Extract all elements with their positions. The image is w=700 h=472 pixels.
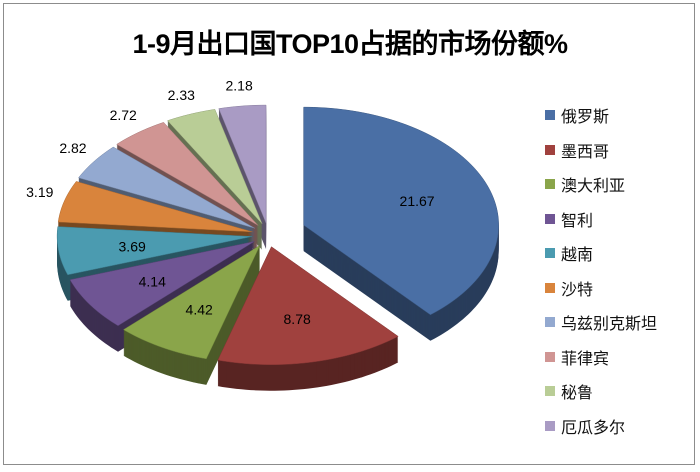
legend-label: 菲律宾: [561, 348, 610, 368]
pie-slice-top: [57, 181, 253, 233]
data-label-4: 3.69: [119, 238, 146, 254]
legend-swatch: [545, 420, 555, 431]
legend-label: 厄瓜多尔: [561, 417, 626, 437]
pie-slice-top: [217, 246, 399, 365]
data-label-0: 21.67: [400, 193, 435, 209]
legend-label: 越南: [561, 245, 594, 265]
legend-swatch: [545, 386, 555, 397]
legend-item: 乌兹别克斯坦: [545, 305, 657, 340]
legend-item: 菲律宾: [545, 340, 657, 375]
pie-slice-top: [218, 104, 267, 224]
pie-slice-top: [56, 226, 253, 276]
pie-slice-top: [116, 122, 259, 226]
legend-item: 智利: [545, 202, 657, 237]
legend-item: 墨西哥: [545, 133, 657, 168]
pie-slice-1: [217, 246, 399, 391]
pie-slice-top: [167, 109, 263, 225]
legend-swatch: [545, 110, 555, 121]
legend-item: 澳大利亚: [545, 167, 657, 202]
legend-label: 智利: [561, 210, 594, 230]
legend-item: 厄瓜多尔: [545, 409, 657, 444]
legend-swatch: [545, 317, 555, 328]
legend-swatch: [545, 282, 555, 293]
chart-frame: [3, 3, 695, 465]
data-label-3: 4.14: [139, 273, 166, 289]
legend-swatch: [545, 248, 555, 259]
pie-slice-0: [303, 106, 499, 341]
pie-slice-top: [123, 244, 261, 360]
legend-label: 俄罗斯: [561, 107, 610, 127]
legend-swatch: [545, 213, 555, 224]
data-label-8: 2.33: [168, 87, 195, 103]
pie-slice-2: [123, 244, 261, 385]
chart-title: 1-9月出口国TOP10占据的市场份额%: [132, 29, 568, 59]
legend-label: 澳大利亚: [561, 176, 626, 196]
data-label-7: 2.72: [110, 107, 137, 123]
data-label-9: 2.18: [226, 78, 253, 94]
legend-label: 乌兹别克斯坦: [561, 314, 658, 334]
data-label-1: 8.78: [284, 311, 311, 327]
data-label-5: 3.19: [26, 184, 53, 200]
data-label-6: 2.82: [59, 140, 86, 156]
data-label-2: 4.42: [186, 302, 213, 318]
legend-label: 秘鲁: [561, 383, 594, 403]
legend-swatch: [545, 179, 555, 190]
legend-swatch: [545, 144, 555, 155]
pie-slice-top: [303, 106, 499, 316]
pie-slice-top: [78, 146, 255, 229]
legend-item: 秘鲁: [545, 374, 657, 409]
legend-label: 沙特: [561, 279, 594, 299]
legend-swatch: [545, 351, 555, 362]
legend: 俄罗斯墨西哥澳大利亚智利越南沙特乌兹别克斯坦 菲律宾秘鲁厄瓜多尔: [545, 98, 657, 443]
legend-item: 沙特: [545, 271, 657, 306]
legend-item: 越南: [545, 236, 657, 271]
pie-slice-top: [69, 241, 255, 327]
legend-item: 俄罗斯: [545, 98, 657, 133]
legend-label: 墨西哥: [561, 141, 610, 161]
